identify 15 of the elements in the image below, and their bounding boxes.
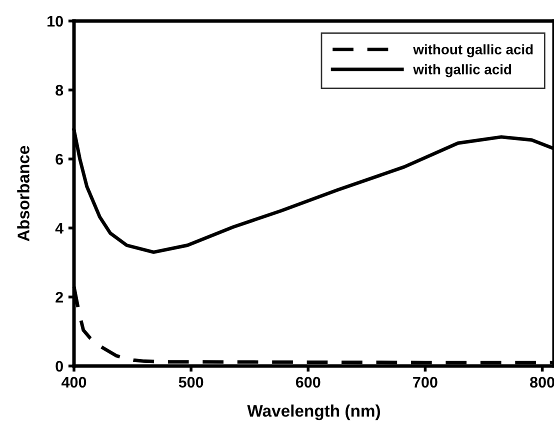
y-tick-label: 10 (48, 16, 63, 27)
y-tick-label: 6 (56, 154, 64, 165)
x-tick-label: 500 (178, 376, 204, 388)
y-tick-label: 0 (56, 360, 63, 372)
x-tick-label: 700 (413, 376, 438, 388)
x-axis-title: Wavelength (nm) (247, 404, 380, 420)
y-axis-title: Absorbance (17, 146, 30, 242)
legend-label: without gallic acid (413, 44, 533, 58)
x-tick-label: 800 (530, 376, 554, 388)
y-tick-label: 8 (56, 84, 64, 96)
x-tick-label: 600 (296, 376, 320, 388)
y-tick-label: 4 (55, 223, 64, 234)
y-tick-label: 2 (56, 292, 63, 303)
legend-label: with gallic acid (413, 64, 512, 78)
x-tick-label: 400 (61, 376, 86, 388)
